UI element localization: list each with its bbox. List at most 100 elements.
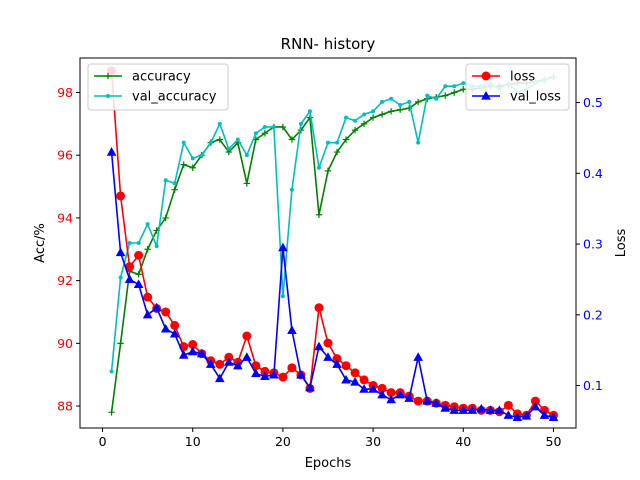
accuracy-point (333, 148, 341, 156)
val_loss-point (386, 394, 396, 404)
legend-left: accuracy val_accuracy (87, 63, 229, 111)
accuracy-point (324, 167, 332, 175)
val_accuracy-point (353, 118, 358, 123)
val_accuracy-point (118, 275, 123, 280)
chart-title: RNN- history (281, 35, 376, 53)
x-tick-label: 0 (99, 434, 107, 449)
accuracy-point (414, 98, 422, 106)
y-tick-label-right: 0.5 (583, 95, 603, 110)
y-tick-label-right: 0.4 (583, 166, 603, 181)
y-tick-label-right: 0.1 (583, 378, 603, 393)
accuracy-point (315, 211, 323, 218)
val_accuracy-point (434, 96, 439, 101)
accuracy-point (288, 136, 296, 143)
legend-left-box (87, 63, 229, 111)
val_loss-point (449, 405, 460, 414)
val_loss-point (377, 389, 387, 399)
accuracy-point (369, 114, 377, 121)
loss-point (350, 368, 360, 378)
val_accuracy-point (416, 140, 421, 145)
legend-marker-val_accuracy (106, 94, 110, 98)
accuracy-point (442, 92, 449, 99)
val_loss-point (395, 389, 405, 399)
x-tick-label: 40 (455, 434, 471, 449)
val_loss-point (512, 412, 523, 421)
accuracy-point (144, 246, 151, 253)
val_accuracy-point (280, 294, 285, 299)
val_accuracy-point (380, 99, 385, 104)
y-tick-label-left: 98 (57, 85, 73, 100)
loss-point (386, 388, 396, 398)
val_accuracy-point (344, 115, 349, 120)
val_loss-point (341, 374, 351, 384)
val_loss-point (539, 410, 550, 419)
accuracy-point (378, 111, 386, 118)
loss-point (215, 359, 225, 369)
loss-point (116, 191, 126, 201)
val_accuracy-point (326, 140, 330, 145)
val_loss-point (133, 279, 144, 288)
val_loss-point (521, 410, 532, 420)
series-val_loss (106, 147, 559, 421)
val_loss-point (205, 359, 216, 368)
val_loss-point (485, 405, 496, 414)
val_loss-point (242, 352, 252, 361)
accuracy-point (180, 161, 187, 168)
val_loss-point (413, 352, 423, 361)
val_loss-point (494, 405, 505, 414)
val_accuracy-point (425, 93, 430, 98)
x-tick-label: 50 (546, 434, 562, 449)
val_accuracy-point (371, 109, 376, 114)
y-tick-label-left: 94 (57, 210, 73, 225)
val_accuracy-point (217, 121, 222, 126)
loss-point (134, 250, 144, 260)
val_loss-point (178, 350, 189, 359)
accuracy-point (243, 180, 251, 187)
loss-point (413, 396, 423, 406)
loss-point (503, 400, 513, 410)
val_loss-point (440, 403, 451, 412)
legend-marker-loss (481, 71, 491, 81)
val_loss-point (467, 405, 478, 414)
accuracy-point (451, 89, 458, 96)
x-axis-label: Epochs (305, 456, 352, 471)
val_loss-point (260, 371, 270, 380)
val_accuracy-point (452, 84, 457, 89)
val_loss-point (287, 325, 297, 334)
accuracy-point (216, 136, 223, 143)
y-tick-label-right: 0.3 (583, 237, 603, 252)
legend-label-val_loss: val_loss (510, 90, 561, 105)
val_loss-point (278, 242, 288, 252)
val_accuracy-point (443, 84, 448, 89)
val_accuracy-point (172, 181, 177, 186)
val_loss-point (142, 309, 153, 319)
val_accuracy-point (407, 99, 412, 104)
accuracy-point (351, 126, 359, 134)
val_accuracy-point (244, 153, 249, 158)
val_loss-point (160, 323, 171, 333)
plot-frame (79, 57, 577, 429)
val_loss-point (350, 377, 360, 386)
val_accuracy-point (335, 140, 340, 145)
val_loss-point (503, 410, 514, 419)
val_loss-point (431, 398, 442, 407)
ticks-layer: 0 10 20 30 40 50 88 90 92 94 96 98 0.1 0.2 0.3 0.4 0.5 (57, 85, 603, 449)
y-axis-label-left: Acc/% (33, 223, 48, 263)
y-axis-label-right: Loss (614, 229, 629, 258)
val_loss-point (323, 352, 333, 361)
val_loss-point (404, 393, 414, 402)
loss-point (161, 307, 171, 317)
val_loss-point (422, 396, 432, 405)
accuracy-point (117, 340, 124, 347)
legend-marker-accuracy (104, 72, 112, 80)
legend-label-accuracy: accuracy (132, 70, 191, 85)
val_accuracy-point (136, 241, 141, 245)
val_loss-point (296, 369, 306, 379)
accuracy-point (135, 271, 142, 278)
accuracy-point (460, 86, 467, 93)
loss-point (278, 372, 288, 382)
val_accuracy-point (271, 124, 276, 129)
val_loss-point (151, 302, 162, 312)
legend-label-val_accuracy: val_accuracy (132, 90, 217, 105)
